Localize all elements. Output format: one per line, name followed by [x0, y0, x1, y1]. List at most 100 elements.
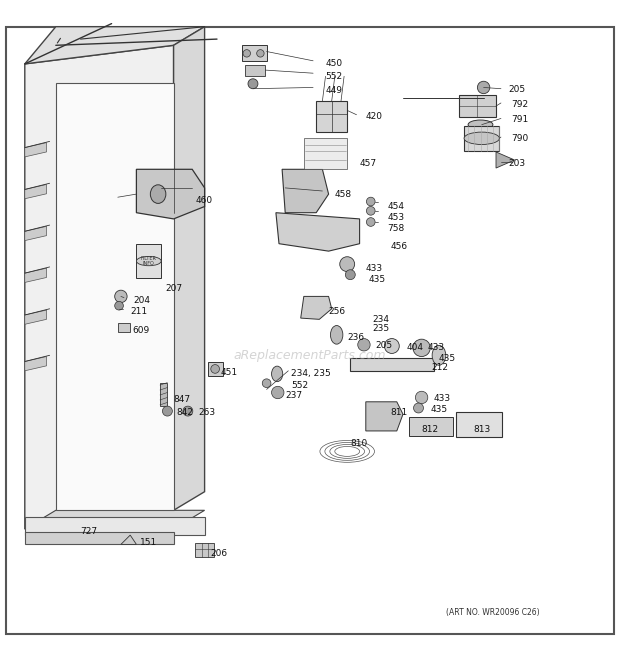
Text: 791: 791: [512, 115, 529, 124]
Text: 451: 451: [220, 368, 237, 377]
Text: 842: 842: [177, 408, 193, 417]
Text: 812: 812: [422, 425, 439, 434]
Text: 813: 813: [473, 425, 490, 434]
Circle shape: [345, 270, 355, 280]
Circle shape: [257, 50, 264, 57]
Polygon shape: [366, 402, 403, 431]
Ellipse shape: [330, 325, 343, 344]
Text: aReplacementParts.com: aReplacementParts.com: [234, 349, 386, 362]
Polygon shape: [121, 535, 136, 545]
Polygon shape: [208, 362, 223, 375]
Text: 151: 151: [140, 538, 157, 547]
Ellipse shape: [432, 346, 446, 366]
Polygon shape: [316, 101, 347, 132]
Text: 234: 234: [372, 315, 389, 324]
Text: 237: 237: [285, 391, 303, 400]
Circle shape: [415, 391, 428, 404]
Text: 235: 235: [372, 324, 389, 333]
Text: 207: 207: [166, 284, 183, 293]
Text: 552: 552: [291, 381, 309, 389]
Text: 435: 435: [369, 275, 386, 284]
Text: 552: 552: [326, 72, 343, 81]
Text: 456: 456: [391, 243, 408, 251]
Text: 449: 449: [326, 86, 342, 95]
Text: 727: 727: [81, 527, 98, 537]
Ellipse shape: [468, 120, 493, 130]
Polygon shape: [25, 516, 205, 535]
Text: 435: 435: [431, 405, 448, 414]
Polygon shape: [242, 46, 267, 61]
Text: 205: 205: [508, 85, 526, 95]
Polygon shape: [282, 169, 329, 213]
Circle shape: [414, 403, 423, 413]
Text: 457: 457: [360, 159, 377, 168]
Text: 433: 433: [434, 394, 451, 403]
Text: 205: 205: [375, 342, 392, 350]
Ellipse shape: [464, 132, 500, 145]
Text: 450: 450: [326, 59, 343, 68]
Polygon shape: [56, 83, 174, 510]
Polygon shape: [301, 296, 332, 319]
Polygon shape: [25, 268, 46, 282]
Text: 810: 810: [350, 439, 368, 448]
Circle shape: [366, 197, 375, 206]
Text: 435: 435: [438, 354, 456, 363]
Text: (ART NO. WR20096 C26): (ART NO. WR20096 C26): [446, 608, 540, 617]
Circle shape: [366, 206, 375, 215]
Text: 206: 206: [211, 549, 228, 558]
Ellipse shape: [150, 185, 166, 204]
Circle shape: [358, 338, 370, 351]
Polygon shape: [136, 244, 161, 278]
Circle shape: [366, 217, 375, 226]
Polygon shape: [160, 383, 167, 406]
Polygon shape: [409, 417, 453, 436]
Circle shape: [211, 365, 219, 373]
Text: 458: 458: [335, 190, 352, 198]
Text: 453: 453: [388, 213, 405, 222]
Text: 454: 454: [388, 202, 404, 211]
Polygon shape: [195, 543, 214, 557]
Text: 256: 256: [329, 307, 346, 317]
Text: 236: 236: [347, 333, 365, 342]
Polygon shape: [118, 323, 130, 332]
Polygon shape: [25, 532, 174, 545]
Text: 212: 212: [432, 363, 448, 372]
Circle shape: [340, 256, 355, 272]
Text: 433: 433: [366, 264, 383, 273]
Circle shape: [413, 339, 430, 356]
Text: 792: 792: [512, 100, 529, 108]
Circle shape: [115, 301, 123, 310]
Circle shape: [115, 290, 127, 303]
Text: FILTER
INFO: FILTER INFO: [141, 256, 157, 266]
Text: 204: 204: [133, 296, 150, 305]
Circle shape: [384, 338, 399, 354]
Polygon shape: [25, 46, 174, 529]
Polygon shape: [136, 169, 205, 219]
Ellipse shape: [136, 256, 161, 266]
Polygon shape: [25, 226, 46, 241]
Text: 433: 433: [428, 343, 445, 352]
FancyBboxPatch shape: [6, 26, 614, 635]
Text: 758: 758: [388, 224, 405, 233]
Circle shape: [243, 50, 250, 57]
Polygon shape: [174, 26, 205, 510]
Circle shape: [248, 79, 258, 89]
Circle shape: [183, 406, 193, 416]
Polygon shape: [496, 152, 515, 168]
Text: 609: 609: [133, 326, 150, 335]
Text: 460: 460: [195, 196, 213, 205]
Circle shape: [272, 386, 284, 399]
Polygon shape: [25, 143, 46, 157]
Polygon shape: [350, 358, 434, 371]
Text: 847: 847: [174, 395, 191, 405]
Text: 234, 235: 234, 235: [291, 369, 331, 378]
Polygon shape: [276, 213, 360, 251]
Text: 420: 420: [366, 112, 383, 121]
Polygon shape: [25, 356, 46, 371]
Text: 203: 203: [508, 159, 526, 168]
Text: 811: 811: [391, 408, 408, 417]
Polygon shape: [25, 26, 205, 64]
Text: 211: 211: [130, 307, 148, 317]
Circle shape: [477, 81, 490, 94]
Polygon shape: [456, 412, 502, 437]
